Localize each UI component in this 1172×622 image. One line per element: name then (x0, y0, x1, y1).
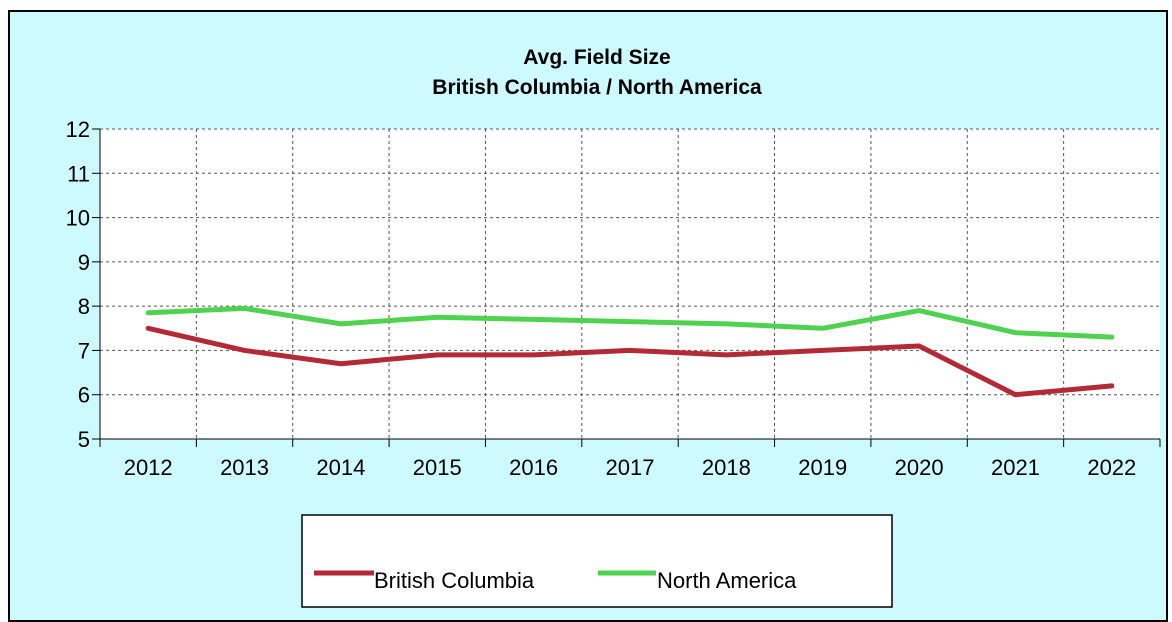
plot-area (100, 129, 1160, 439)
y-tick-label-8: 8 (78, 294, 90, 319)
point-north-america-2019 (821, 326, 825, 330)
series-lines (145, 305, 1115, 398)
y-tick-label-10: 10 (66, 206, 90, 231)
point-british-columbia-2020 (917, 344, 921, 348)
y-tick-label-9: 9 (78, 250, 90, 275)
point-british-columbia-2017 (628, 348, 632, 352)
x-tick-label-2021: 2021 (991, 455, 1040, 480)
x-tick-label-2015: 2015 (413, 455, 462, 480)
grid-lines (100, 128, 1160, 439)
x-tick-label-2020: 2020 (895, 455, 944, 480)
point-british-columbia-2012 (146, 326, 150, 330)
chart-frame: Avg. Field Size British Columbia / North… (8, 10, 1168, 622)
x-tick-label-2018: 2018 (702, 455, 751, 480)
point-british-columbia-2014 (339, 362, 343, 366)
point-north-america-2013 (243, 306, 247, 310)
y-tick-label-7: 7 (78, 338, 90, 363)
point-north-america-2017 (628, 320, 632, 324)
legend-label-british-columbia: British Columbia (374, 568, 535, 593)
point-north-america-2016 (532, 317, 536, 321)
line-chart: Avg. Field Size British Columbia / North… (66, 46, 1161, 608)
x-tick-label-2019: 2019 (798, 455, 847, 480)
point-british-columbia-2022 (1110, 384, 1114, 388)
x-tick-label-2022: 2022 (1087, 455, 1136, 480)
point-british-columbia-2018 (724, 353, 728, 357)
chart-title: Avg. Field Size (523, 46, 670, 69)
point-north-america-2022 (1110, 335, 1114, 339)
point-british-columbia-2021 (1013, 393, 1017, 397)
point-british-columbia-2015 (435, 353, 439, 357)
point-north-america-2021 (1013, 331, 1017, 335)
point-north-america-2020 (917, 309, 921, 313)
y-tick-label-12: 12 (66, 117, 90, 142)
point-british-columbia-2016 (532, 353, 536, 357)
legend-box (301, 514, 893, 608)
x-tick-label-2013: 2013 (220, 455, 269, 480)
y-tick-label-6: 6 (78, 383, 90, 408)
chart-subtitle: British Columbia / North America (432, 76, 762, 99)
point-north-america-2014 (339, 322, 343, 326)
point-north-america-2012 (146, 311, 150, 315)
legend-label-north-america: North America (657, 568, 797, 593)
y-tick-label-11: 11 (67, 161, 90, 186)
axes: 5 6 7 8 9 10 11 12 2012 2013 2014 2015 2016 2017 2018 2… (66, 117, 1161, 480)
x-tick-label-2014: 2014 (316, 455, 365, 480)
point-british-columbia-2019 (821, 348, 825, 352)
point-north-america-2015 (435, 315, 439, 319)
x-tick-label-2017: 2017 (606, 455, 655, 480)
point-british-columbia-2013 (243, 348, 247, 352)
point-north-america-2018 (724, 322, 728, 326)
x-tick-label-2016: 2016 (509, 455, 558, 480)
legend: British Columbia North America (301, 514, 893, 608)
y-tick-label-5: 5 (78, 427, 90, 452)
x-tick-label-2012: 2012 (124, 455, 173, 480)
